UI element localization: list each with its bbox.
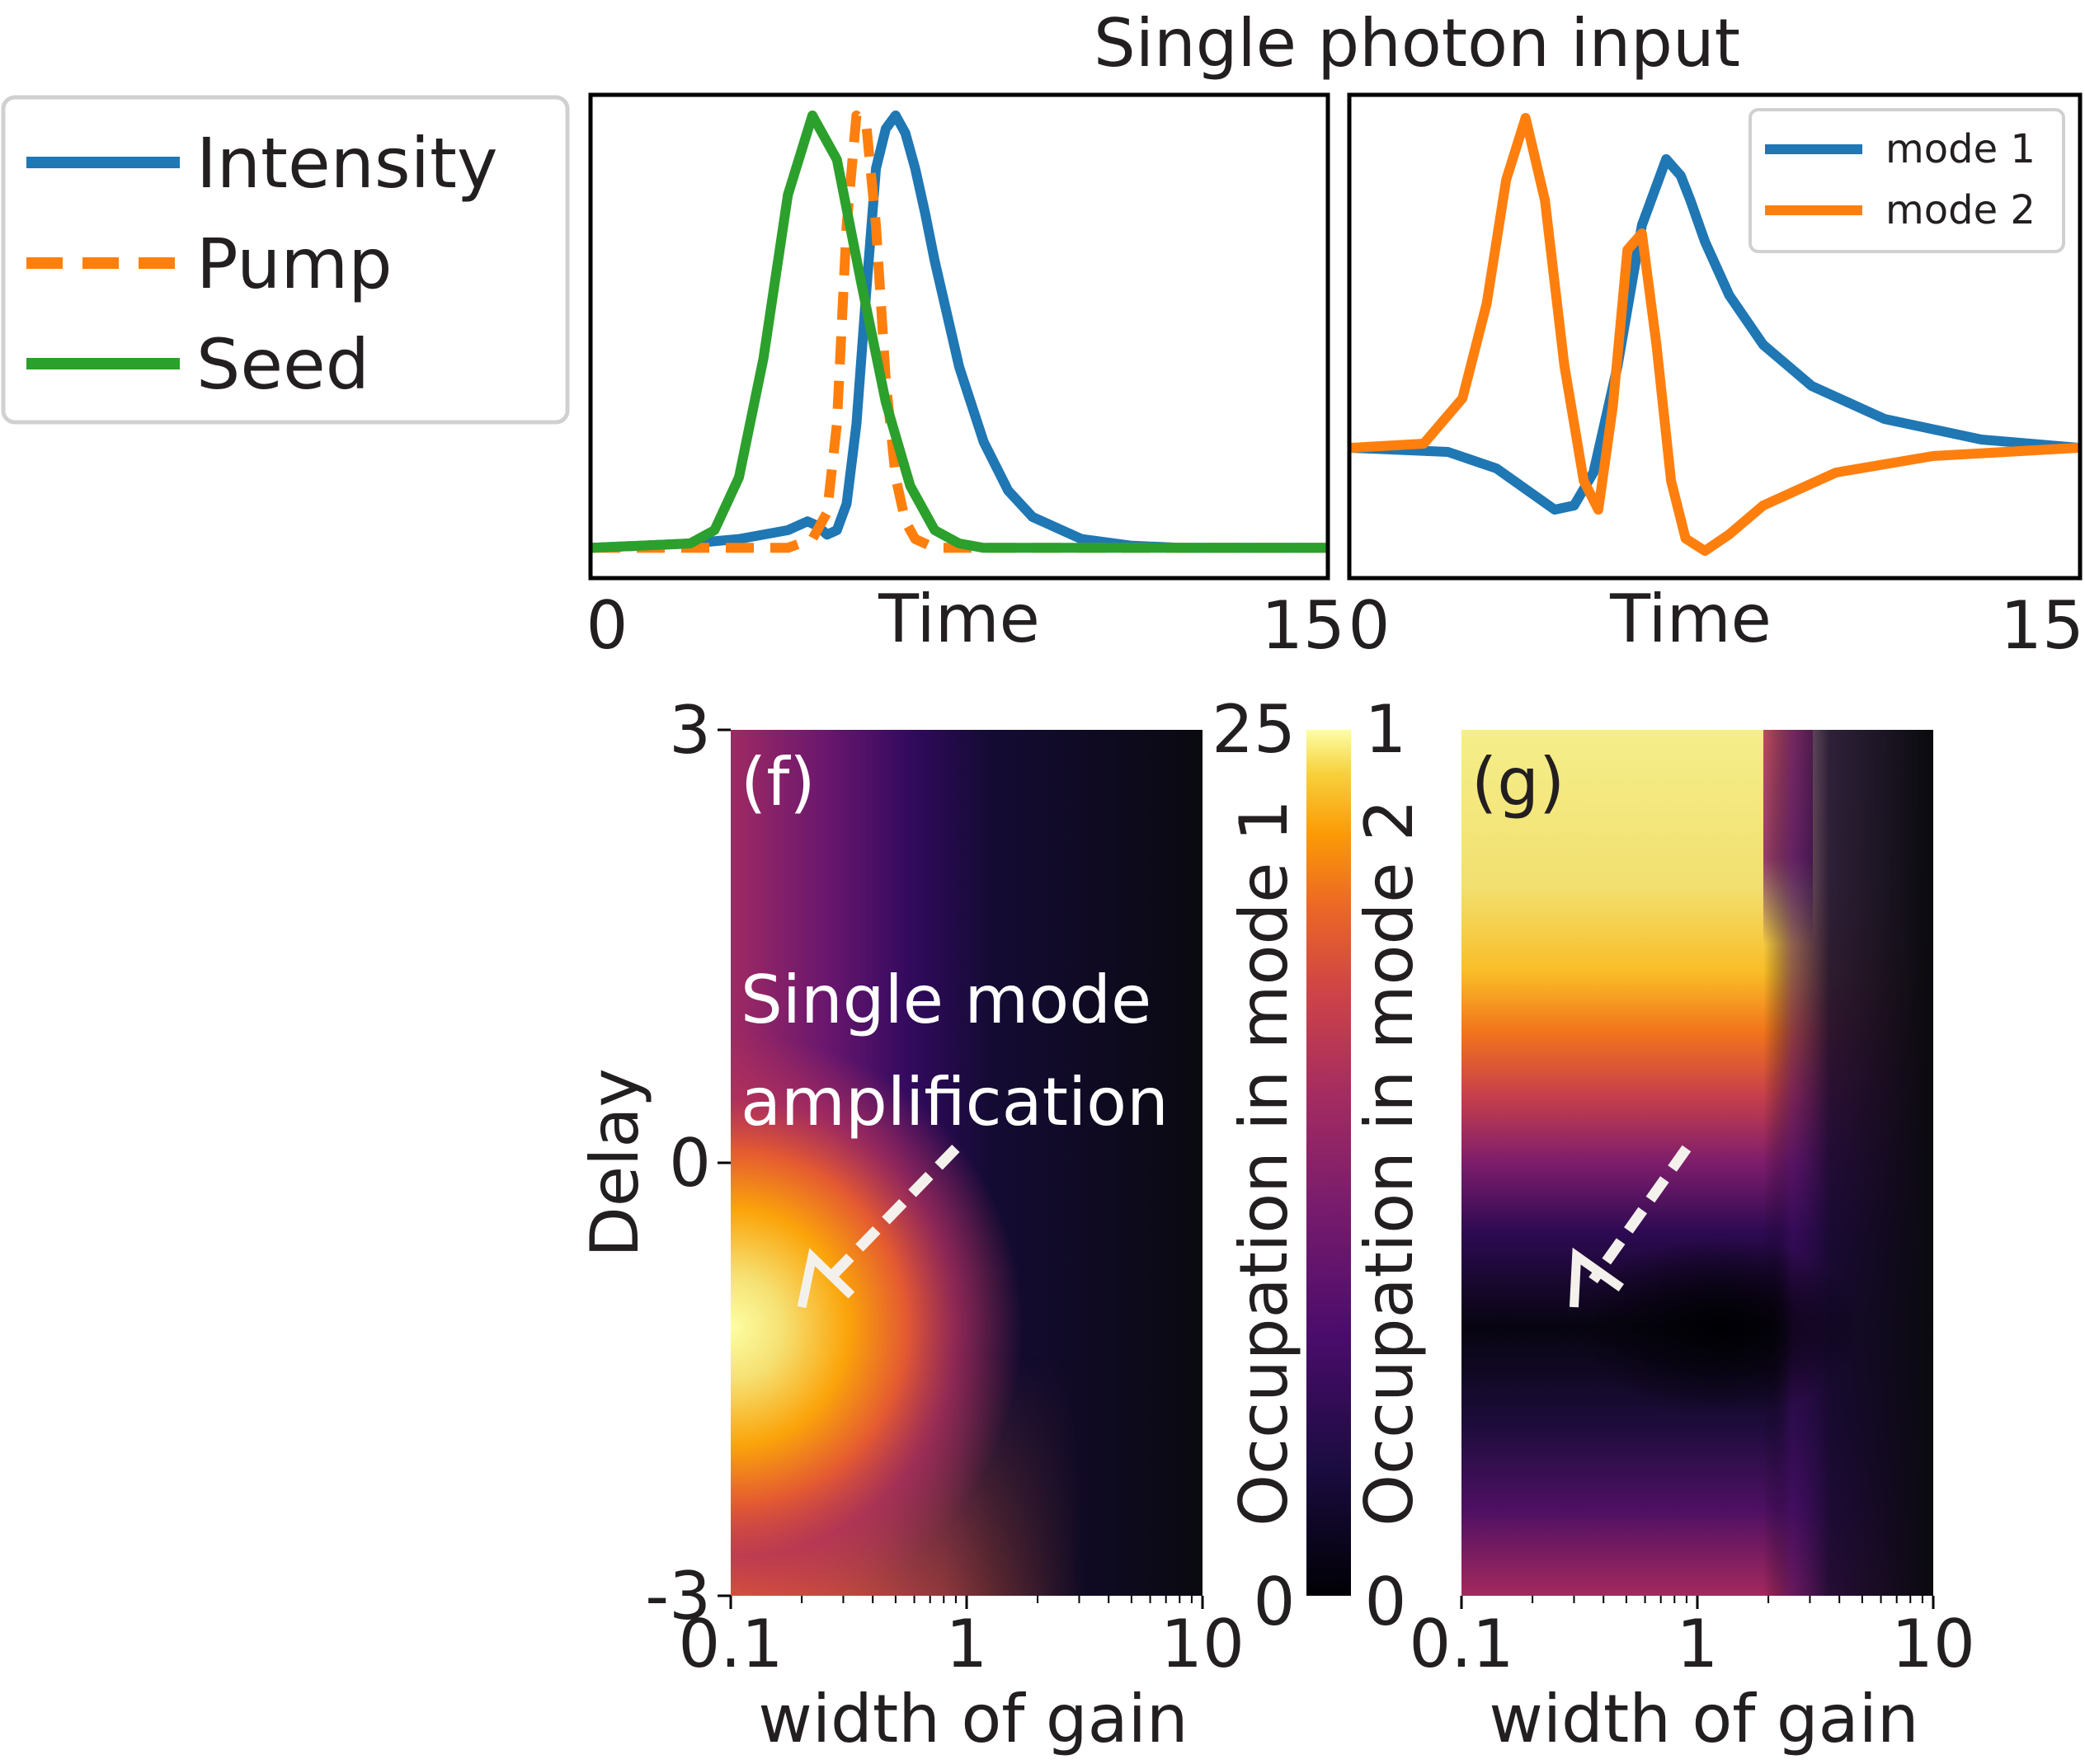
- series-line-mode-2: [1350, 113, 2079, 556]
- legend-right: mode 1 mode 2: [1748, 108, 2065, 253]
- panel-label-f: (f): [741, 744, 816, 821]
- series-line-pump: [592, 111, 1326, 553]
- y-axis-label: Delay: [577, 1068, 653, 1257]
- chart-time-modes: mode 1 mode 2 0 15 Time: [1347, 92, 2084, 664]
- x-axis-label: Time: [1609, 581, 1772, 657]
- legend-frame: [1, 95, 570, 425]
- x-tick-label: 0.1: [1409, 1606, 1513, 1682]
- plot-frame-right: [1347, 92, 2083, 581]
- chart-time-intensity: 0 15 Time: [586, 92, 1345, 664]
- x-tick-label: 15: [1261, 587, 1345, 664]
- legend-entry-label: Intensity: [196, 123, 498, 204]
- legend-entry-label: Seed: [196, 324, 369, 405]
- annotation-arrow: [821, 1144, 960, 1287]
- colorbar: 25 0 1 0 Occupation in mode 1 Occupation…: [1212, 691, 1428, 1640]
- heatmap-f: (f) Single mode amplification 3 0 -3 0.1 1 1…: [577, 692, 1245, 1757]
- figure-title: Single photon input: [1094, 5, 1740, 82]
- colorbar-label-mode-1: Occupation in mode 1: [1226, 799, 1302, 1526]
- colorbar-min-label-mode-2: 0: [1365, 1564, 1407, 1640]
- colorbar-min-label-mode-1: 0: [1254, 1564, 1296, 1640]
- annotation-arrowhead: [797, 1248, 855, 1309]
- y-tick-label: -3: [645, 1558, 711, 1635]
- series-line-intensity: [591, 111, 1326, 553]
- series-line-mode-1: [1350, 154, 2079, 515]
- x-tick-label: 0: [586, 587, 628, 664]
- x-axis-label: width of gain: [1489, 1681, 1918, 1757]
- annotation-arrow: [1588, 1145, 1692, 1284]
- heatmap-field-minimum: [1461, 730, 1933, 1596]
- x-axis-label: Time: [878, 581, 1040, 657]
- plot-frame-left: [588, 92, 1330, 581]
- annotation-arrowhead: [1569, 1247, 1625, 1308]
- legend-entry-label: Pump: [196, 223, 393, 304]
- x-tick-label: 1: [946, 1606, 988, 1682]
- legend-left: Intensity Pump Seed: [1, 95, 570, 425]
- series-line-seed: [591, 111, 1326, 553]
- annotation-line-2: amplification: [741, 1064, 1169, 1141]
- x-tick-label: 10: [1891, 1606, 1975, 1682]
- colorbar-gradient: [1306, 730, 1351, 1596]
- x-tick-label: 0.1: [678, 1606, 783, 1682]
- heatmap-g: (g) 0.1 1 10 width of gain: [1409, 730, 1975, 1757]
- legend-entry-label: mode 2: [1885, 187, 2036, 233]
- colorbar-label-mode-2: Occupation in mode 2: [1351, 799, 1428, 1526]
- x-tick-label: 1: [1677, 1606, 1719, 1682]
- annotation-line-1: Single mode: [741, 962, 1151, 1038]
- colorbar-max-label-mode-2: 1: [1365, 691, 1407, 768]
- y-tick-label: 0: [669, 1125, 711, 1202]
- colorbar-max-label-mode-1: 25: [1212, 691, 1296, 768]
- legend-entry-label: mode 1: [1885, 126, 2036, 172]
- y-tick-label: 3: [669, 692, 711, 769]
- x-tick-label: 0: [1348, 587, 1391, 664]
- panel-label-g: (g): [1471, 744, 1565, 821]
- x-tick-label: 15: [2000, 587, 2084, 664]
- x-axis-label: width of gain: [758, 1681, 1188, 1757]
- x-tick-label: 10: [1160, 1606, 1245, 1682]
- heatmap-field-peak: [731, 730, 1203, 1596]
